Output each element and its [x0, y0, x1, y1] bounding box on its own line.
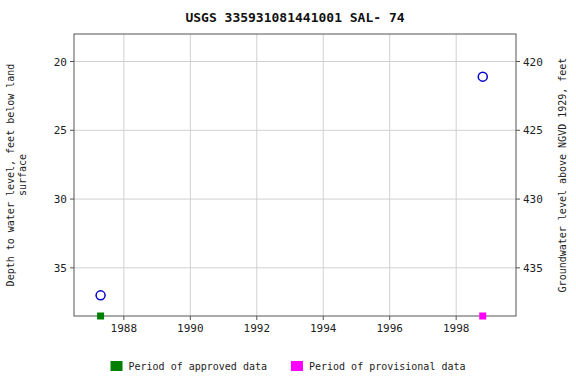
data-point — [96, 291, 105, 300]
x-tick-label: 1998 — [443, 322, 470, 335]
x-grid-line — [323, 34, 324, 316]
period-square — [97, 313, 104, 320]
x-grid-line — [456, 34, 457, 316]
x-tick — [389, 316, 390, 320]
y2-tick-label: 420 — [523, 56, 543, 69]
x-grid-line — [256, 34, 257, 316]
x-tick-label: 1988 — [111, 322, 138, 335]
x-grid-line — [123, 34, 124, 316]
y-tick-label: 35 — [54, 262, 67, 275]
x-grid-line — [389, 34, 390, 316]
y2-tick — [516, 130, 520, 131]
legend-swatch — [291, 361, 303, 371]
x-tick — [256, 316, 257, 320]
x-tick-label: 1992 — [244, 322, 271, 335]
title: USGS 335931081441001 SAL- 74 — [185, 10, 404, 25]
x-tick-label: 1996 — [376, 322, 403, 335]
x-grid-line — [190, 34, 191, 316]
legend-entry: Period of provisional data — [309, 361, 466, 372]
y2-tick — [516, 199, 520, 200]
y-tick-label: 25 — [54, 124, 67, 137]
x-tick-label: 1990 — [177, 322, 204, 335]
y-tick-label: 20 — [54, 56, 67, 69]
grid — [74, 34, 516, 316]
y-axis-label-line: Depth to water level, feet below land — [5, 64, 16, 287]
y-tick — [70, 130, 74, 131]
y2-tick-label: 425 — [523, 124, 543, 137]
plot-frame — [74, 34, 516, 316]
edge-marks — [97, 313, 486, 320]
x-tick-label: 1994 — [310, 322, 337, 335]
y2-tick — [516, 267, 520, 268]
legend-swatch — [111, 361, 123, 371]
y-tick — [70, 199, 74, 200]
data-point — [478, 72, 487, 81]
x-tick — [456, 316, 457, 320]
period-square — [479, 313, 486, 320]
x-tick — [123, 316, 124, 320]
y-tick — [70, 61, 74, 62]
legend: Period of approved data Period of provisi… — [111, 361, 466, 372]
chart: 1988 1990 1992 1994 1996 1998 20 25 30 35 420 425 43… — [0, 0, 576, 384]
plot-area — [96, 72, 487, 300]
y2-tick-label: 435 — [523, 262, 543, 275]
x-tick — [190, 316, 191, 320]
y2-tick-label: 430 — [523, 193, 543, 206]
x-tick — [323, 316, 324, 320]
y2-tick — [516, 61, 520, 62]
legend-entry: Period of approved data — [129, 361, 267, 372]
y2-axis-label: Groundwater level above NGVD 1929, feet — [557, 58, 568, 293]
y-axis-label: Depth to water level, feet below landsur… — [5, 64, 28, 287]
y-grid-line — [74, 61, 516, 62]
y-axis-label-line: surface — [17, 154, 28, 196]
y-grid-line — [74, 267, 516, 268]
y-tick-label: 30 — [54, 193, 67, 206]
y-grid-line — [74, 199, 516, 200]
y-grid-line — [74, 130, 516, 131]
y-tick — [70, 267, 74, 268]
